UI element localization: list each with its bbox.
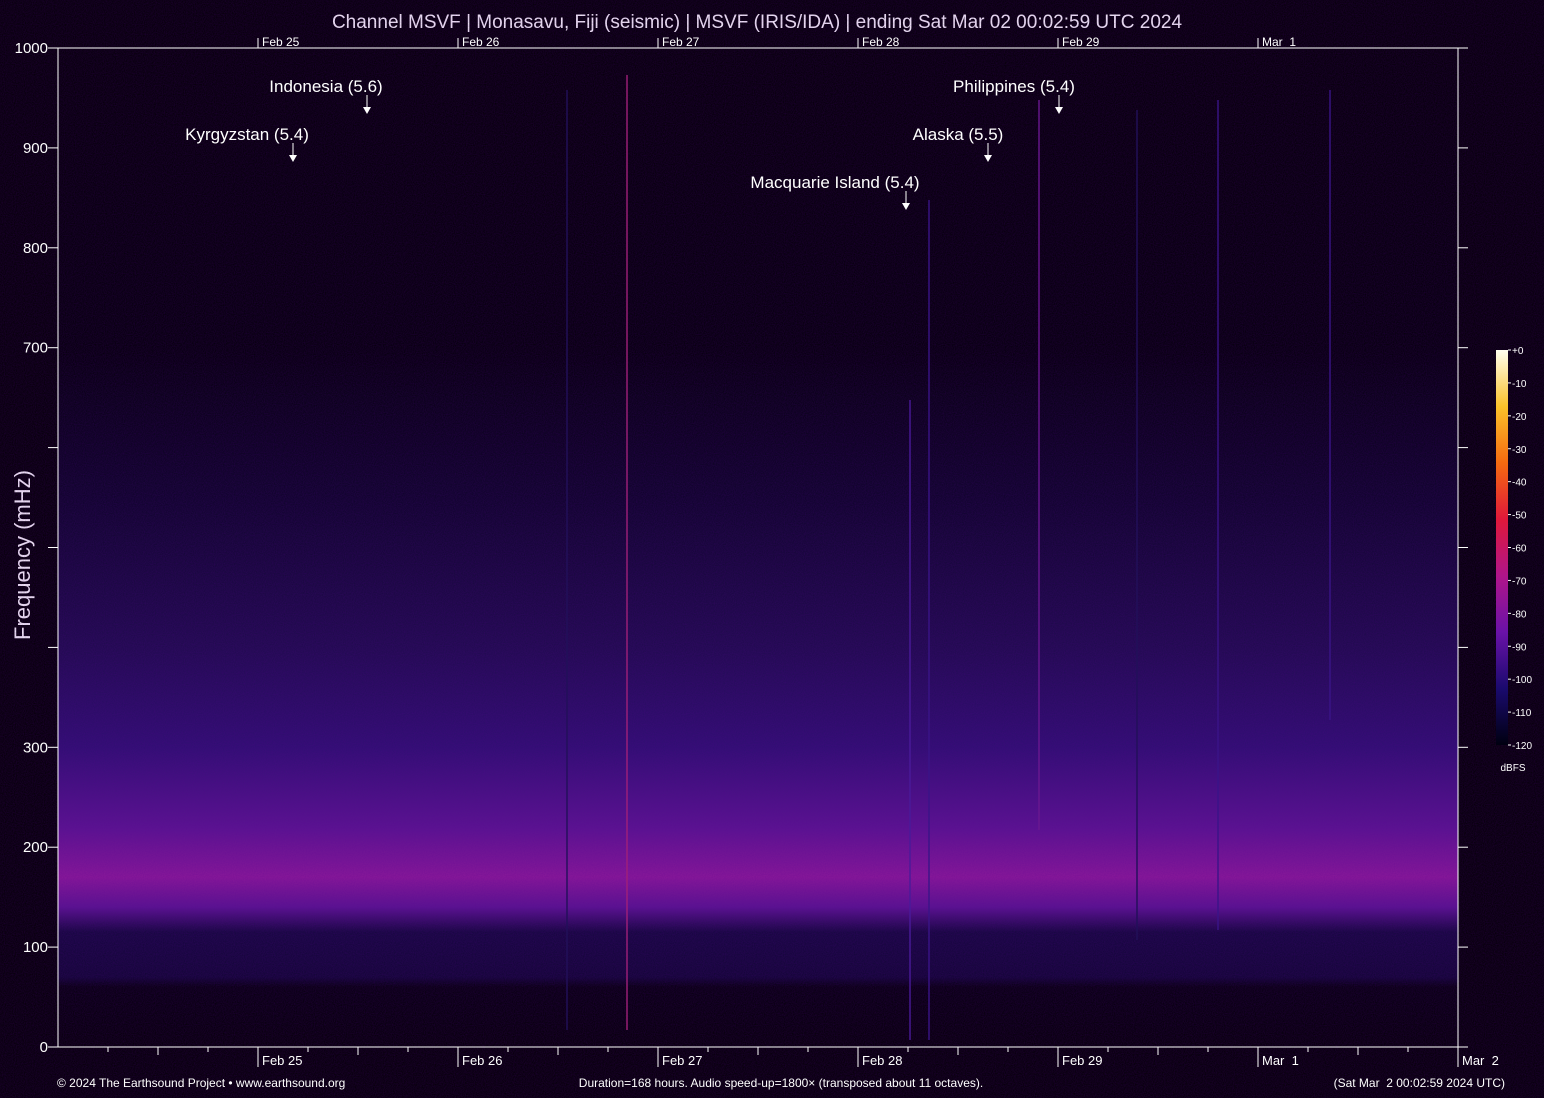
x-tick-label: Feb 25 — [262, 1053, 302, 1068]
annotation-arrowhead — [984, 155, 992, 162]
colorbar-tick-label: -110 — [1512, 708, 1532, 719]
colorbar-tick-label: -80 — [1512, 609, 1527, 620]
x-tick-label-top: Mar 1 — [1262, 35, 1296, 49]
annotation-arrowhead — [1055, 107, 1063, 114]
footer-left: © 2024 The Earthsound Project • www.eart… — [57, 1076, 345, 1090]
colorbar-tick-label: +0 — [1512, 346, 1524, 357]
y-tick-label: 700 — [23, 340, 48, 357]
spectrogram-noise — [58, 48, 1458, 1047]
colorbar-tick-label: -10 — [1512, 379, 1527, 390]
y-tick-label: 300 — [23, 739, 48, 756]
annotation: Indonesia (5.6) — [269, 77, 382, 96]
colorbar — [1496, 350, 1508, 745]
x-tick-label: Feb 27 — [662, 1053, 702, 1068]
y-axis-label: Frequency (mHz) — [10, 470, 35, 640]
x-tick-label-top: Feb 28 — [862, 35, 900, 49]
colorbar-tick-label: -120 — [1512, 741, 1532, 752]
colorbar-tick-label: -60 — [1512, 544, 1527, 555]
colorbar-tick-label: -90 — [1512, 642, 1527, 653]
y-tick-label: 800 — [23, 240, 48, 257]
x-tick-label: Feb 29 — [1062, 1053, 1102, 1068]
y-tick-label: 100 — [23, 939, 48, 956]
y-tick-label: 200 — [23, 839, 48, 856]
x-tick-label-top: Feb 25 — [262, 35, 300, 49]
y-tick-label: 1000 — [15, 40, 48, 57]
colorbar-tick-label: -30 — [1512, 445, 1527, 456]
x-tick-label: Mar 1 — [1262, 1053, 1299, 1068]
annotation: Kyrgyzstan (5.4) — [185, 125, 309, 144]
x-tick-label-top: Feb 27 — [662, 35, 700, 49]
annotation: Alaska (5.5) — [913, 125, 1004, 144]
annotation-arrowhead — [289, 155, 297, 162]
x-tick-label-top: Feb 26 — [462, 35, 500, 49]
x-tick-label: Mar 2 — [1462, 1053, 1499, 1068]
colorbar-label: dBFS — [1500, 763, 1525, 774]
colorbar-tick-label: -40 — [1512, 478, 1527, 489]
colorbar-tick-label: -100 — [1512, 675, 1532, 686]
annotation: Macquarie Island (5.4) — [750, 173, 919, 192]
annotation-arrowhead — [363, 107, 371, 114]
y-tick-label: 0 — [40, 1039, 48, 1056]
annotation-arrowhead — [902, 203, 910, 210]
y-tick-label: 900 — [23, 140, 48, 157]
colorbar-tick-label: -70 — [1512, 576, 1527, 587]
x-tick-label-top: Feb 29 — [1062, 35, 1100, 49]
annotation: Philippines (5.4) — [953, 77, 1075, 96]
event-streaks — [566, 75, 1331, 1040]
x-tick-label: Feb 28 — [862, 1053, 902, 1068]
footer-center: Duration=168 hours. Audio speed-up=1800×… — [579, 1076, 983, 1090]
plot-area — [57, 47, 1459, 1048]
colorbar-tick-label: -50 — [1512, 511, 1527, 522]
chart-title: Channel MSVF | Monasavu, Fiji (seismic) … — [332, 12, 1182, 33]
footer-right: (Sat Mar 2 00:02:59 2024 UTC) — [1334, 1076, 1505, 1090]
x-tick-label: Feb 26 — [462, 1053, 502, 1068]
colorbar-tick-label: -20 — [1512, 412, 1527, 423]
